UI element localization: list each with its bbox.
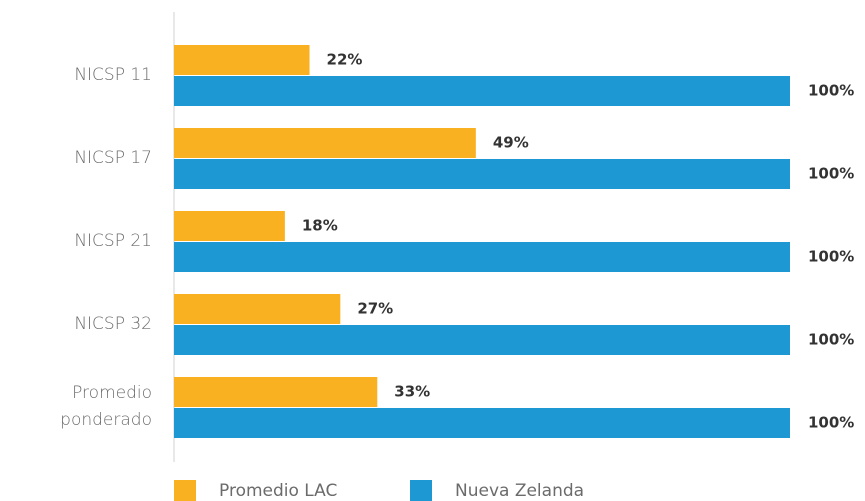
value-label: 33% [394, 383, 430, 401]
category-label: NICSP 32 [74, 313, 152, 334]
category-label: Promedio ponderado [60, 383, 152, 430]
value-label: 100% [808, 82, 854, 100]
value-label: 100% [808, 248, 854, 266]
bar [174, 211, 285, 241]
value-label: 100% [808, 331, 854, 349]
legend-label: Nueva Zelanda [455, 481, 584, 501]
bar [174, 294, 341, 324]
value-label: 49% [493, 134, 529, 152]
bar [174, 45, 310, 75]
category-label: NICSP 21 [74, 230, 152, 251]
value-label: 100% [808, 165, 854, 183]
bar [174, 76, 790, 106]
value-label: 27% [357, 300, 393, 318]
value-label: 18% [302, 217, 338, 235]
bar [174, 325, 790, 355]
legend-swatch [410, 480, 432, 501]
bar [174, 408, 790, 438]
bar [174, 377, 378, 407]
legend-label: Promedio LAC [219, 481, 337, 501]
category-label: NICSP 17 [74, 147, 152, 168]
bar [174, 242, 790, 272]
value-label: 22% [327, 51, 363, 69]
bar [174, 159, 790, 189]
bar [174, 128, 476, 158]
category-label: NICSP 11 [74, 64, 152, 85]
legend-swatch [174, 480, 196, 501]
value-label: 100% [808, 414, 854, 432]
